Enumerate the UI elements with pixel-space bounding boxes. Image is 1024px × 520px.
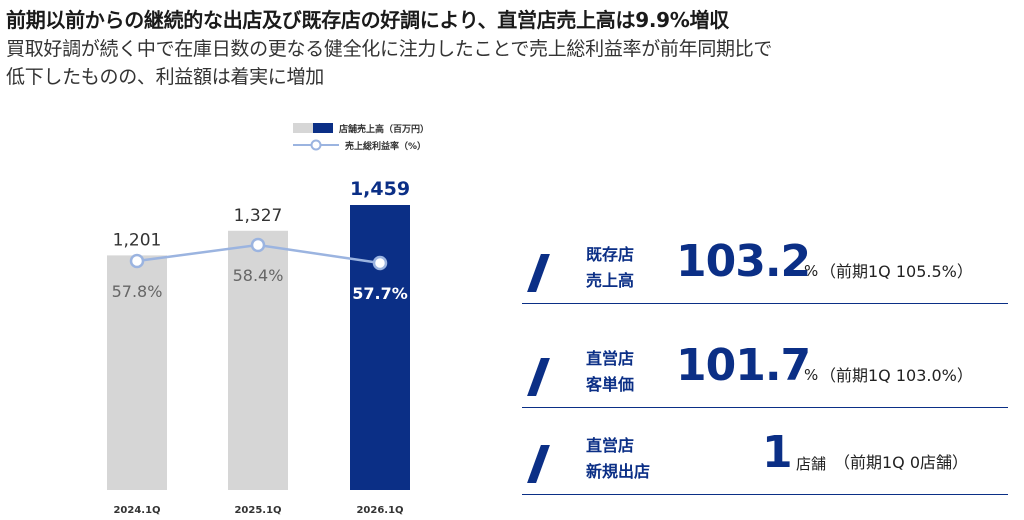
legend-line: 売上総利益率（%） — [293, 138, 426, 152]
legend-swatch-past — [293, 123, 313, 133]
legend-line-swatch — [293, 139, 339, 151]
kpi-label: 直営店 客単価 — [586, 346, 634, 398]
bar-value-label: 1,459 — [350, 178, 410, 200]
bar-value-label: 1,201 — [113, 230, 162, 250]
margin-value-label: 58.4% — [233, 266, 284, 285]
bar-2024.1Q — [107, 255, 167, 490]
kpi-note: （前期1Q 103.0%） — [820, 366, 973, 385]
margin-value-label: 57.7% — [352, 284, 408, 303]
legend-bar-label: 店舗売上高（百万円） — [339, 124, 430, 135]
kpi-value: 1 — [762, 427, 793, 478]
margin-marker — [129, 253, 145, 269]
kpi-slash-icon — [527, 445, 550, 483]
kpi-unit: % — [804, 366, 819, 384]
kpi-label-line1: 既存店 — [586, 245, 635, 264]
kpi-label-line2: 売上高 — [586, 271, 635, 290]
legend-line-label: 売上総利益率（%） — [345, 141, 427, 152]
margin-value-label: 57.8% — [112, 282, 163, 301]
kpi-average-spend: 直営店 客単価 101.7 % （前期1Q 103.0%） — [522, 328, 1008, 408]
margin-marker — [372, 255, 388, 271]
kpi-slash-icon — [527, 358, 550, 396]
kpi-label-line2: 新規出店 — [586, 462, 651, 481]
kpi-note: （前期1Q 0店舗） — [834, 453, 969, 472]
legend-bar: 店舗売上高（百万円） — [293, 121, 429, 135]
kpi-new-stores: 直営店 新規出店 1 店舗 （前期1Q 0店舗） — [522, 415, 1008, 495]
bar-2025.1Q — [228, 230, 288, 490]
kpi-label: 直営店 新規出店 — [586, 433, 650, 485]
kpi-unit: 店舗 — [796, 455, 827, 473]
legend-swatch-current — [313, 123, 333, 133]
headline: 前期以前からの継続的な出店及び既存店の好調により、直営店売上高は9.9%増収 — [6, 8, 729, 32]
x-tick-label: 2025.1Q — [234, 505, 281, 516]
subheadline-line2: 低下したものの、利益額は着実に増加 — [6, 66, 324, 88]
kpi-label: 既存店 売上高 — [586, 242, 634, 294]
subheadline-line1: 買取好調が続く中で在庫日数の更なる健全化に注力したことで売上総利益率が前年同期比… — [6, 38, 773, 60]
sales-margin-chart: 1,201 1,327 1,459 57.8% 58.4% 57.7% 2024.1Q 202… — [107, 178, 410, 516]
kpi-divider — [522, 494, 1008, 495]
margin-marker — [250, 237, 266, 253]
bar-value-label: 1,327 — [234, 206, 283, 226]
kpi-divider — [522, 407, 1008, 408]
kpi-value: 103.2 — [676, 236, 811, 287]
kpi-note: （前期1Q 105.5%） — [820, 262, 973, 281]
kpi-label-line1: 直営店 — [586, 436, 635, 455]
kpi-label-line1: 直営店 — [586, 349, 635, 368]
x-tick-label: 2024.1Q — [113, 505, 160, 516]
kpi-label-line2: 客単価 — [586, 375, 635, 394]
kpi-existing-store-sales: 既存店 売上高 103.2 % （前期1Q 105.5%） — [522, 224, 1008, 304]
kpi-value: 101.7 — [676, 340, 811, 391]
kpi-unit: % — [804, 262, 819, 280]
kpi-slash-icon — [527, 254, 550, 292]
kpi-divider — [522, 303, 1008, 304]
x-tick-label: 2026.1Q — [356, 505, 403, 516]
bar-2026.1Q — [350, 205, 410, 490]
